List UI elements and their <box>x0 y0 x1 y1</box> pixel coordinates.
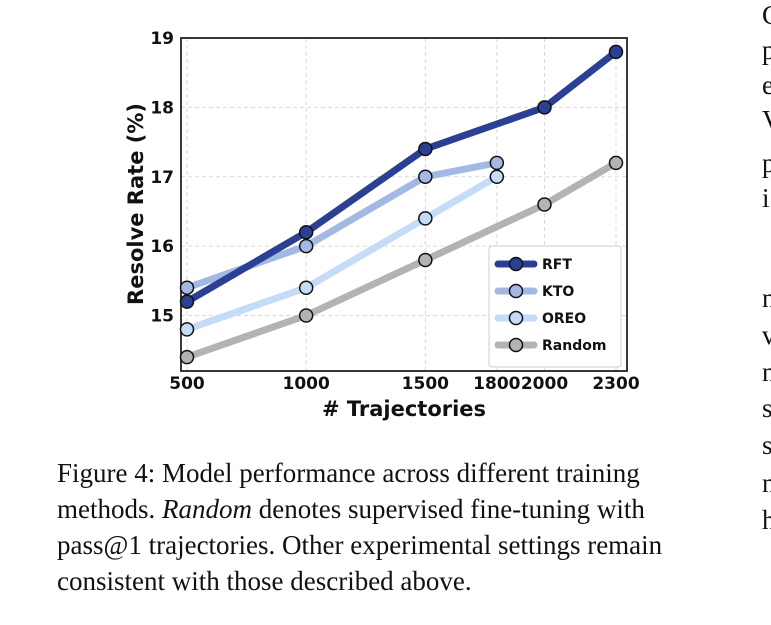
caption-line-2: methods. Random denotes supervised fine-… <box>57 491 717 527</box>
plot-frame <box>180 37 628 372</box>
data-point-random <box>418 252 433 268</box>
legend-marker-rft <box>508 256 524 272</box>
data-point-rft <box>298 225 314 240</box>
y-tick-label: 16 <box>150 237 174 257</box>
adjacent-column-fragment: s <box>762 393 771 423</box>
y-tick-label: 17 <box>150 168 174 188</box>
caption-line-1: Figure 4: Model performance across diffe… <box>57 458 640 488</box>
adjacent-column-fragment: p <box>762 35 771 65</box>
x-axis-title: # Trajectories <box>322 397 486 421</box>
caption-line-4: consistent with those described above. <box>57 566 472 596</box>
tick-labels: 500 1000 1500 1800 2000 2300 15 16 17 18 19 <box>150 29 639 394</box>
caption-text: denotes supervised fine-tuning with <box>252 494 645 524</box>
x-tick-label: 1800 <box>473 374 520 394</box>
x-tick-label: 1500 <box>402 374 449 394</box>
caption-text: methods. <box>57 494 162 524</box>
adjacent-column-fragment: n <box>762 283 771 313</box>
data-point-random <box>298 308 314 323</box>
legend: RFT KTO OREO Random <box>488 245 622 368</box>
legend-label-rft: RFT <box>542 257 572 273</box>
data-point-random <box>608 155 624 171</box>
data-point-random <box>179 349 195 365</box>
figure-caption: Figure 4: Model performance across diffe… <box>57 455 717 599</box>
legend-box <box>488 245 622 368</box>
data-point-kto <box>418 169 433 184</box>
data-point-rft <box>179 294 195 309</box>
legend-marker-oreo <box>508 310 524 326</box>
data-point-oreo <box>418 211 433 226</box>
caption-line-3: pass@1 trajectories. Other experimental … <box>57 530 663 560</box>
data-point-kto <box>489 155 505 171</box>
y-tick-label: 15 <box>150 307 174 327</box>
adjacent-column-fragment: p <box>762 148 771 178</box>
series-line-oreo <box>183 173 501 333</box>
legend-label-kto: KTO <box>542 284 574 300</box>
line-chart: 500 1000 1500 1800 2000 2300 15 16 17 18 19 # Traj… <box>124 29 640 421</box>
adjacent-column-fragment: i <box>762 183 770 213</box>
x-tick-label: 2300 <box>592 374 639 394</box>
series-layer <box>179 44 624 365</box>
adjacent-column-fragment: n <box>762 468 771 498</box>
data-point-oreo <box>298 280 314 295</box>
data-point-kto <box>298 238 314 254</box>
x-tick-label: 500 <box>169 374 205 394</box>
legend-label-random: Random <box>542 338 606 354</box>
y-tick-label: 18 <box>150 98 174 118</box>
adjacent-column-fragment: e <box>762 70 771 100</box>
y-axis-title: Resolve Rate (%) <box>124 103 148 305</box>
data-point-kto <box>179 280 195 295</box>
adjacent-column-fragment: h <box>762 505 771 535</box>
x-tick-label: 2000 <box>521 374 568 394</box>
legend-label-oreo: OREO <box>542 311 586 327</box>
series-oreo <box>179 169 505 337</box>
caption-emphasis: Random <box>162 494 252 524</box>
data-point-random <box>537 197 552 212</box>
data-point-rft <box>537 100 552 115</box>
legend-marker-random <box>508 337 524 353</box>
data-point-oreo <box>179 322 195 337</box>
series-random <box>179 155 624 365</box>
legend-marker-kto <box>508 283 524 299</box>
adjacent-column-fragment: s <box>762 430 771 460</box>
series-rft <box>179 44 624 309</box>
adjacent-column-fragment: n <box>762 357 771 387</box>
adjacent-column-fragment: C <box>762 0 771 31</box>
y-tick-label: 19 <box>150 29 174 49</box>
data-point-rft <box>418 141 433 157</box>
adjacent-column-fragment: V <box>762 105 771 136</box>
data-point-rft <box>608 44 624 60</box>
x-tick-label: 1000 <box>283 374 330 394</box>
data-point-oreo <box>489 169 505 184</box>
adjacent-column-fragment: v <box>762 320 771 350</box>
